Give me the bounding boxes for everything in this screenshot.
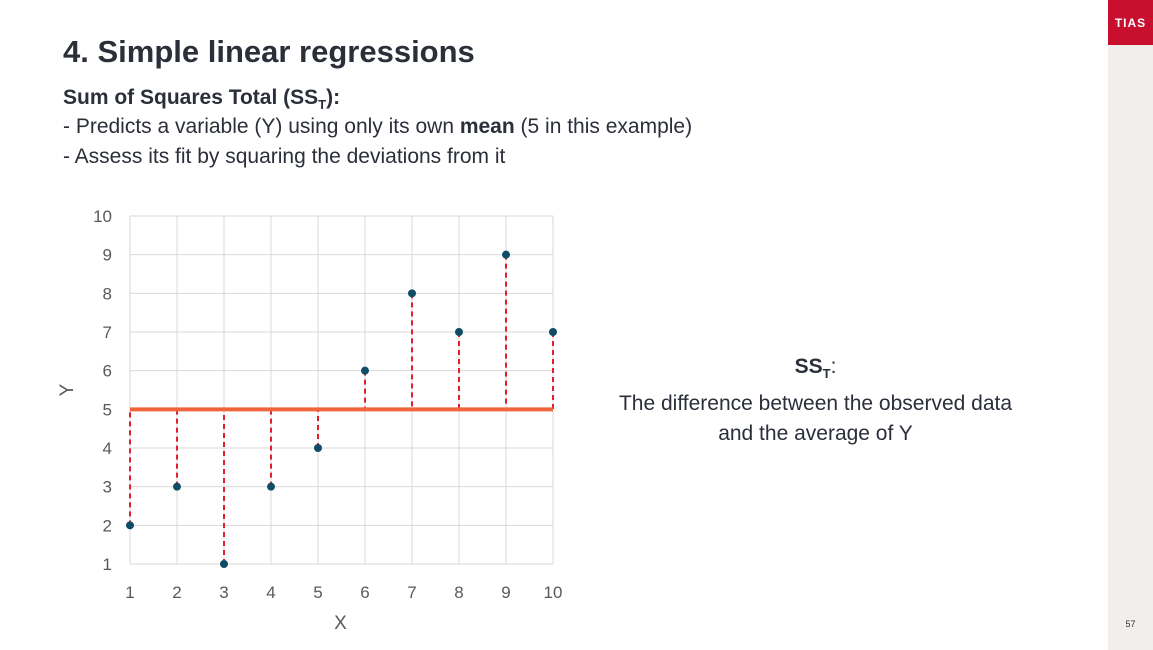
annotation-sst: SS <box>794 355 823 378</box>
data-point <box>173 482 181 491</box>
y-tick-label: 8 <box>103 284 112 303</box>
y-tick-label: 1 <box>103 555 112 574</box>
data-point <box>361 366 369 375</box>
y-tick-label: 7 <box>103 323 112 342</box>
y-axis-title: Y <box>57 383 78 396</box>
y-tick-label: 2 <box>103 516 112 535</box>
bullet1-post: (5 in this example) <box>514 115 693 138</box>
x-tick-label: 6 <box>360 583 369 602</box>
data-point <box>549 328 557 336</box>
data-point <box>314 444 322 452</box>
x-tick-label: 10 <box>544 583 563 602</box>
page-number: 57 <box>1125 619 1136 629</box>
annotation-line-2: and the average of Y <box>718 422 913 446</box>
bullet-fit: - Assess its fit by squaring the deviati… <box>63 145 506 168</box>
y-tick-label: 5 <box>103 400 112 419</box>
y-tick-label: 4 <box>103 439 112 458</box>
y-tick-label: 3 <box>103 478 112 497</box>
annotation-heading: SST: <box>578 352 1053 389</box>
x-tick-label: 9 <box>501 583 510 602</box>
x-tick-label: 4 <box>266 583 275 602</box>
y-tick-label: 6 <box>103 362 112 381</box>
x-tick-label: 5 <box>313 583 322 602</box>
sst-annotation: SST: The difference between the observed… <box>578 352 1053 449</box>
slide-subtitle: Sum of Squares Total (SST): <box>63 86 340 112</box>
x-tick-label: 3 <box>219 583 228 602</box>
bullet1-pre: - Predicts a variable (Y) using only its… <box>63 115 460 138</box>
annotation-line-1: The difference between the observed data <box>618 392 1013 416</box>
y-tick-label: 10 <box>93 207 112 226</box>
right-sidebar-strip <box>1108 0 1153 650</box>
data-point <box>267 482 275 491</box>
slide-title: 4. Simple linear regressions <box>63 34 475 69</box>
annotation-sst-sub: T <box>822 366 831 382</box>
data-point <box>455 328 463 336</box>
data-point <box>126 521 134 530</box>
tias-logo: TIAS <box>1108 0 1153 45</box>
subtitle-main: Sum of Squares Total (SS <box>63 86 319 109</box>
data-point <box>408 289 416 298</box>
bullet-mean: - Predicts a variable (Y) using only its… <box>63 115 692 139</box>
data-point <box>220 560 228 568</box>
bullet1-bold: mean <box>459 115 515 138</box>
y-tick-label: 9 <box>103 246 112 265</box>
subtitle-subscript: T <box>318 97 327 113</box>
data-point <box>502 250 510 259</box>
x-tick-label: 8 <box>454 583 463 602</box>
subtitle-end: ): <box>326 86 341 109</box>
annotation-sst-end: : <box>830 355 837 378</box>
x-tick-label: 7 <box>407 583 416 602</box>
x-axis-title: X <box>334 613 347 634</box>
x-tick-label: 1 <box>125 583 134 602</box>
x-tick-label: 2 <box>172 583 181 602</box>
